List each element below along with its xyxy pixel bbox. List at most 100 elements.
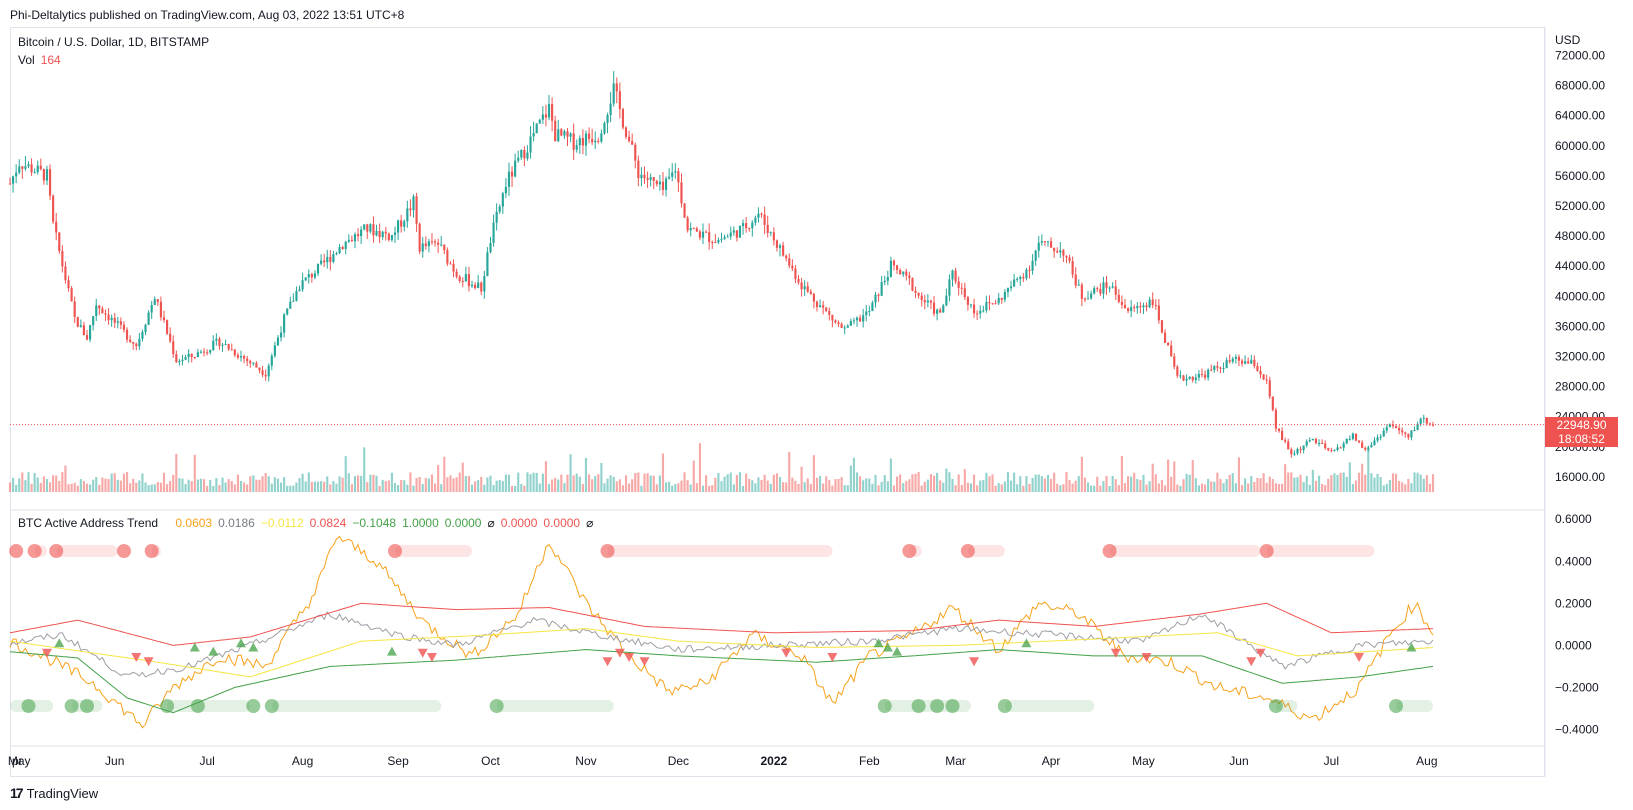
candle-body xyxy=(1034,250,1037,261)
candle-body xyxy=(1102,282,1105,294)
volume-bar xyxy=(249,476,252,492)
candle-body xyxy=(264,374,267,377)
candle-body xyxy=(193,357,196,359)
volume-bar xyxy=(917,472,920,492)
candle-body xyxy=(1000,297,1003,300)
candle-body xyxy=(184,357,187,360)
candle-body xyxy=(430,241,434,243)
candle-body xyxy=(199,351,203,353)
candle-body xyxy=(578,138,581,146)
triangle-down-marker xyxy=(781,648,792,658)
volume-bar xyxy=(276,478,280,492)
indicator-series-line xyxy=(9,649,1434,714)
volume-bar xyxy=(467,475,471,492)
candle-body xyxy=(258,367,261,371)
indicator-legend[interactable]: BTC Active Address Trend 0.0603 0.0186 −0.… xyxy=(18,516,599,530)
signal-dot-red xyxy=(144,544,159,558)
candle-body xyxy=(150,304,153,313)
volume-bar xyxy=(745,473,748,492)
candle-body xyxy=(486,252,489,277)
volume-bar xyxy=(1102,481,1105,492)
volume-bar xyxy=(1240,485,1244,492)
volume-legend[interactable]: Vol 164 xyxy=(18,53,61,67)
volume-bar xyxy=(187,479,190,492)
candle-body xyxy=(966,297,969,305)
candle-body xyxy=(252,362,255,364)
triangle-up-marker xyxy=(208,646,219,656)
triangle-up-marker xyxy=(892,646,903,656)
candle-body xyxy=(1416,423,1419,430)
signal-dot-green xyxy=(21,699,36,713)
volume-bar xyxy=(264,472,267,492)
candle-body xyxy=(1247,361,1250,364)
candle-body xyxy=(520,149,523,158)
candle-body xyxy=(79,325,82,327)
candle-body xyxy=(458,276,461,281)
volume-bar xyxy=(1348,462,1351,492)
volume-bar xyxy=(1391,473,1395,492)
triangle-down-marker xyxy=(417,648,428,658)
volume-bar xyxy=(954,485,957,492)
candle-body xyxy=(939,309,942,313)
volume-bar xyxy=(945,468,948,492)
symbol-legend[interactable]: Bitcoin / U.S. Dollar, 1D, BITSTAMP xyxy=(18,35,209,49)
volume-bar xyxy=(292,485,295,492)
candle-body xyxy=(745,223,748,229)
volume-bar xyxy=(384,481,387,492)
volume-bar xyxy=(1022,485,1025,492)
volume-bar xyxy=(1419,474,1422,492)
price-tick-label: 68000.00 xyxy=(1555,79,1605,93)
volume-bar xyxy=(61,472,64,492)
candle-body xyxy=(378,230,381,238)
candle-body xyxy=(387,233,390,240)
volume-bar xyxy=(791,477,794,492)
volume-bar xyxy=(671,485,674,492)
time-tick-label: Feb xyxy=(859,754,880,768)
volume-bar xyxy=(1244,478,1247,492)
volume-bar xyxy=(1416,472,1419,492)
candle-body xyxy=(8,183,12,185)
volume-bar xyxy=(1037,474,1040,492)
volume-bar xyxy=(868,478,871,492)
candle-body xyxy=(1410,430,1413,438)
signal-dot-green xyxy=(489,699,504,713)
volume-bar xyxy=(972,474,976,492)
volume-bar xyxy=(427,478,430,492)
indicator-value: 0.0186 xyxy=(218,516,255,530)
candle-body xyxy=(1056,251,1059,253)
time-tick-label: Jul xyxy=(1324,754,1339,768)
volume-bar xyxy=(1040,476,1043,492)
price-tick-label: 72000.00 xyxy=(1555,49,1605,63)
volume-bar xyxy=(89,484,92,492)
indicator-value: 0.0000 xyxy=(500,516,538,530)
volume-bar xyxy=(1130,476,1133,492)
candle-body xyxy=(969,304,973,306)
indicator-tick-label: 0.2000 xyxy=(1555,596,1592,610)
volume-bar xyxy=(236,474,240,492)
volume-bar xyxy=(132,478,135,492)
candle-body xyxy=(982,310,985,312)
candle-body xyxy=(628,136,631,142)
volume-bar xyxy=(1401,482,1404,492)
candle-body xyxy=(1311,438,1314,441)
volume-bar xyxy=(356,475,360,492)
candle-body xyxy=(735,230,738,238)
candle-body xyxy=(822,305,825,308)
candle-body xyxy=(597,140,600,142)
candle-body xyxy=(911,278,914,291)
volume-bar xyxy=(415,478,418,492)
candle-body xyxy=(464,274,467,282)
volume-bar xyxy=(224,482,227,492)
volume-bar xyxy=(239,480,243,492)
publisher-line: Phi-Deltalytics published on TradingView… xyxy=(10,8,405,22)
candle-body xyxy=(664,178,668,190)
price-tick-label: 32000.00 xyxy=(1555,350,1605,364)
volume-bar xyxy=(82,481,86,492)
signal-dot-green xyxy=(160,699,175,713)
signal-dot-red xyxy=(388,544,403,558)
candle-body xyxy=(1191,376,1194,381)
footer[interactable]: 17 TradingView xyxy=(10,785,98,801)
candle-body xyxy=(976,313,979,315)
signal-dot-red xyxy=(960,544,975,558)
